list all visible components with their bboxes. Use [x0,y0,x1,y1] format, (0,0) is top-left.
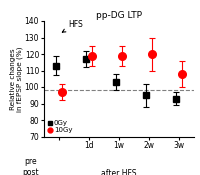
Y-axis label: Relative changes
in fEPSP slope (%): Relative changes in fEPSP slope (%) [10,46,23,111]
Text: HFS: HFS [62,20,83,32]
Title: pp-DG LTP: pp-DG LTP [96,11,142,20]
Legend: 0Gy, 10Gy: 0Gy, 10Gy [47,120,72,133]
Text: pre
post: pre post [22,157,39,175]
Text: after HFS: after HFS [101,169,137,175]
